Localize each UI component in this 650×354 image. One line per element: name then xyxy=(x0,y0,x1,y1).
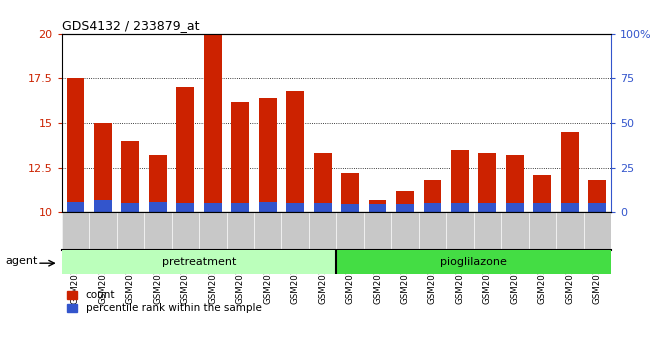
Bar xyxy=(176,87,194,212)
Bar xyxy=(122,204,139,212)
Bar xyxy=(259,98,277,212)
Bar xyxy=(231,102,249,212)
Bar xyxy=(66,202,84,212)
Text: agent: agent xyxy=(5,256,37,266)
Bar xyxy=(534,175,551,212)
Bar xyxy=(286,91,304,212)
Bar xyxy=(588,180,606,212)
Bar xyxy=(396,191,414,212)
Bar xyxy=(506,202,524,212)
Legend: count, percentile rank within the sample: count, percentile rank within the sample xyxy=(67,290,261,313)
Bar xyxy=(149,202,167,212)
Bar xyxy=(314,153,332,212)
Bar xyxy=(561,132,579,212)
Bar xyxy=(451,202,469,212)
Bar xyxy=(424,204,441,212)
Bar xyxy=(204,34,222,212)
Bar xyxy=(231,202,249,212)
Bar xyxy=(588,204,606,212)
Bar xyxy=(286,202,304,212)
Bar xyxy=(314,202,332,212)
Bar xyxy=(451,150,469,212)
Bar xyxy=(337,250,611,274)
Bar xyxy=(176,204,194,212)
Bar xyxy=(424,180,441,212)
Bar xyxy=(66,78,84,212)
Text: GDS4132 / 233879_at: GDS4132 / 233879_at xyxy=(62,19,200,33)
Bar xyxy=(149,155,167,212)
Bar xyxy=(341,204,359,212)
Bar xyxy=(478,202,497,212)
Text: pioglilazone: pioglilazone xyxy=(440,257,507,267)
Bar xyxy=(341,173,359,212)
Bar xyxy=(369,204,387,212)
Bar xyxy=(259,202,277,212)
Bar xyxy=(534,204,551,212)
Bar xyxy=(369,200,387,212)
Bar xyxy=(478,153,497,212)
Bar xyxy=(62,250,337,274)
Bar xyxy=(396,204,414,212)
Bar xyxy=(122,141,139,212)
Bar xyxy=(506,155,524,212)
Bar xyxy=(94,200,112,212)
Bar xyxy=(204,204,222,212)
Bar xyxy=(561,202,579,212)
Bar xyxy=(94,123,112,212)
Text: pretreatment: pretreatment xyxy=(162,257,236,267)
